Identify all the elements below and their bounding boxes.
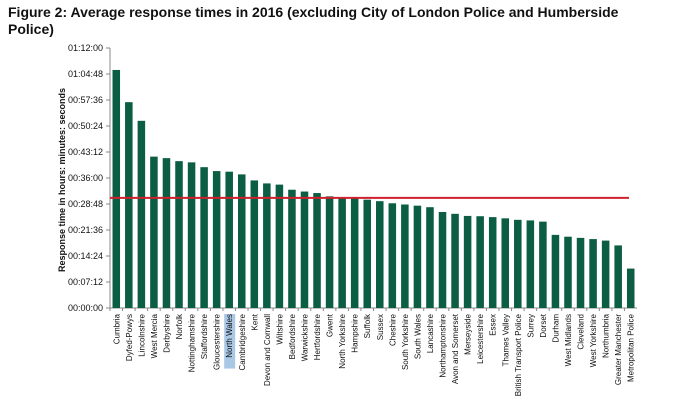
x-tick-label: Northumbria (602, 313, 611, 358)
x-tick-label: Metropolitan Police (627, 313, 636, 382)
x-tick-label: Suffolk (363, 313, 372, 338)
x-tick-label: Lancashire (426, 313, 435, 353)
x-tick-label: West Yorkshire (589, 313, 598, 367)
chart-title: Figure 2: Average response times in 2016… (8, 4, 619, 37)
x-tick-label: Cumbria (112, 313, 121, 344)
bar (413, 205, 422, 308)
y-tick-label: 00:21:36 (68, 225, 103, 235)
bar (488, 217, 497, 308)
bar (325, 196, 334, 308)
y-tick-label: 00:57:36 (68, 95, 103, 105)
bar (551, 234, 560, 308)
bar (263, 183, 271, 308)
x-tick-label: West Mercia (150, 313, 159, 358)
bar (476, 216, 484, 308)
x-tick-label: Wiltshire (275, 313, 284, 344)
bar (388, 203, 397, 308)
y-tick-label: 00:43:12 (68, 147, 103, 157)
x-tick-label: Hampshire (351, 313, 360, 352)
bar (626, 268, 635, 308)
y-tick-label: 00:14:24 (68, 251, 103, 261)
bar (363, 199, 371, 308)
x-tick-label: Nottinghamshire (188, 313, 197, 372)
bar (539, 221, 547, 308)
bar (112, 69, 121, 308)
y-tick-label: 00:07:12 (68, 277, 103, 287)
x-tick-label: Dyfed-Powys (125, 314, 134, 361)
x-tick-label: British Transport Police (514, 313, 523, 396)
bar (187, 162, 196, 308)
bar (564, 236, 572, 308)
bar (212, 171, 221, 308)
bar (137, 120, 146, 309)
y-tick-label: 01:12:00 (68, 43, 103, 53)
x-tick-label: West Midlands (564, 314, 573, 366)
bar (589, 239, 597, 308)
x-tick-label: Hertfordshire (313, 313, 322, 360)
x-tick-label: Cambridgeshire (238, 313, 247, 370)
x-tick-label: Lincolnshire (137, 313, 146, 356)
y-tick-label: 00:50:24 (68, 121, 103, 131)
bar (614, 245, 622, 308)
bar (338, 197, 346, 308)
x-tick-label: North Wales (225, 314, 234, 358)
x-tick-label: Surrey (526, 314, 535, 338)
x-tick-label: Bedfordshire (288, 313, 297, 359)
x-tick-label: Northamptonshire (439, 313, 448, 377)
x-tick-label: Sussex (376, 314, 385, 340)
bar (451, 213, 459, 308)
x-tick-label: Kent (250, 313, 259, 330)
x-tick-label: Leicestershire (476, 313, 485, 363)
y-axis-label: Response time in hours: minutes: seconds (57, 88, 67, 272)
bar (438, 212, 447, 308)
bar (275, 184, 284, 308)
bar (250, 180, 259, 308)
bar (175, 161, 183, 308)
y-tick-label: 00:00:00 (68, 303, 103, 313)
x-tick-label: Gwent (326, 313, 335, 337)
x-tick-label: Devon and Cornwall (263, 314, 272, 386)
y-tick-label: 00:28:48 (68, 199, 103, 209)
highlight-marker (224, 314, 236, 369)
x-tick-label: Gloucestershire (213, 313, 222, 370)
x-tick-label: South Yorkshire (401, 313, 410, 370)
x-tick-label: Durham (551, 314, 560, 343)
bar (200, 167, 208, 308)
x-tick-label: Derbyshire (162, 313, 171, 352)
bar (350, 198, 359, 308)
bar (501, 218, 510, 308)
bar (376, 201, 384, 308)
x-tick-label: Essex (489, 314, 498, 336)
x-tick-label: South Wales (413, 314, 422, 359)
bar (162, 158, 171, 308)
x-tick-label: Norfolk (175, 313, 184, 339)
bar (463, 215, 472, 308)
bar (426, 207, 434, 308)
y-tick-label: 01:04:48 (68, 69, 103, 79)
x-tick-label: Dorset (539, 313, 548, 337)
bar (576, 237, 585, 308)
x-tick-label: Warwickshire (300, 313, 309, 361)
bar (125, 102, 133, 309)
bar (300, 191, 309, 308)
x-tick-label: Greater Manchester (614, 314, 623, 385)
bar (313, 193, 321, 308)
x-tick-label: North Yorkshire (338, 313, 347, 368)
bar (526, 220, 535, 308)
x-tick-label: Merseyside (464, 313, 473, 354)
x-tick-label: Cleveland (577, 314, 586, 350)
y-tick-label: 00:36:00 (68, 173, 103, 183)
bar (288, 189, 296, 308)
x-tick-label: Thames Valley (501, 314, 510, 366)
x-tick-label: Cheshire (388, 313, 397, 346)
bar (601, 240, 610, 308)
x-tick-label: Staffordshire (200, 313, 209, 359)
bar (401, 204, 409, 308)
bar (237, 174, 246, 308)
bar (514, 219, 522, 308)
bar (150, 156, 158, 308)
x-tick-label: Avon and Somerset (451, 313, 460, 384)
bar (225, 171, 233, 308)
